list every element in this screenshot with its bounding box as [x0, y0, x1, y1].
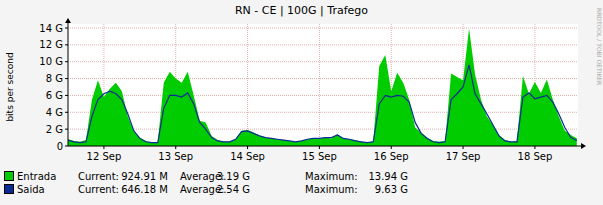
x-grid [247, 24, 248, 146]
legend-stat-value: 924.91 M [121, 171, 168, 182]
y-grid [68, 28, 578, 29]
legend-stat-label: Current: [78, 184, 119, 195]
y-tick-label: 14 G [39, 23, 63, 34]
y-axis [68, 22, 69, 146]
y-tick-label: 8 G [46, 73, 63, 84]
y-tick-label: 10 G [39, 56, 63, 67]
y-grid [68, 78, 578, 79]
legend-stat-value: 13.94 G [368, 171, 408, 182]
y-tick-label: 0 [57, 141, 63, 152]
y-grid [68, 44, 578, 45]
background [0, 0, 603, 205]
y-tick-label: 4 G [46, 107, 63, 118]
legend-stat-label: Maximum: [305, 171, 358, 182]
y-grid [68, 61, 578, 62]
x-tick-label: 16 Sep [374, 151, 409, 162]
y-label: bits per second [5, 52, 15, 121]
plot-area [68, 24, 578, 146]
legend-stat-value: 3.19 G [217, 171, 250, 182]
x-tick-label: 18 Sep [518, 151, 553, 162]
legend-stat-label: Maximum: [305, 184, 358, 195]
legend-label: Saida [17, 184, 45, 195]
title: RN - CE | 100G | Trafego [235, 4, 368, 17]
legend-label: Entrada [17, 171, 56, 182]
line [68, 65, 577, 143]
x-tick-label: 13 Sep [158, 151, 193, 162]
x-axis [68, 146, 582, 147]
legend-stat-value: 2.54 G [217, 184, 250, 195]
y-tick-label: 2 G [46, 124, 63, 135]
legend-stat-value: 646.18 M [121, 184, 168, 195]
watermark: RRDTOOL / TOBI OETIKER [596, 8, 603, 85]
y-grid [68, 129, 578, 130]
legend-stat-value: 9.63 G [375, 184, 408, 195]
x-tick-label: 14 Sep [230, 151, 265, 162]
x-grid [319, 24, 320, 146]
data [68, 29, 577, 146]
x-tick-label: 15 Sep [302, 151, 337, 162]
x-tick-label: 12 Sep [87, 151, 122, 162]
y-tick-label: 12 G [39, 39, 63, 50]
x-arrow [581, 143, 586, 149]
y-grid [68, 112, 578, 113]
grid [68, 24, 578, 146]
legend-swatch [5, 172, 14, 181]
legend-swatch [5, 185, 14, 194]
chart: RN - CE | 100G | Trafego bits per second R… [0, 0, 603, 205]
y-grid [68, 95, 578, 96]
y-arrow [65, 18, 71, 23]
legend-stat-label: Current: [78, 171, 119, 182]
x-tick-label: 17 Sep [446, 151, 481, 162]
area [68, 29, 577, 146]
y-tick-label: 6 G [46, 90, 63, 101]
